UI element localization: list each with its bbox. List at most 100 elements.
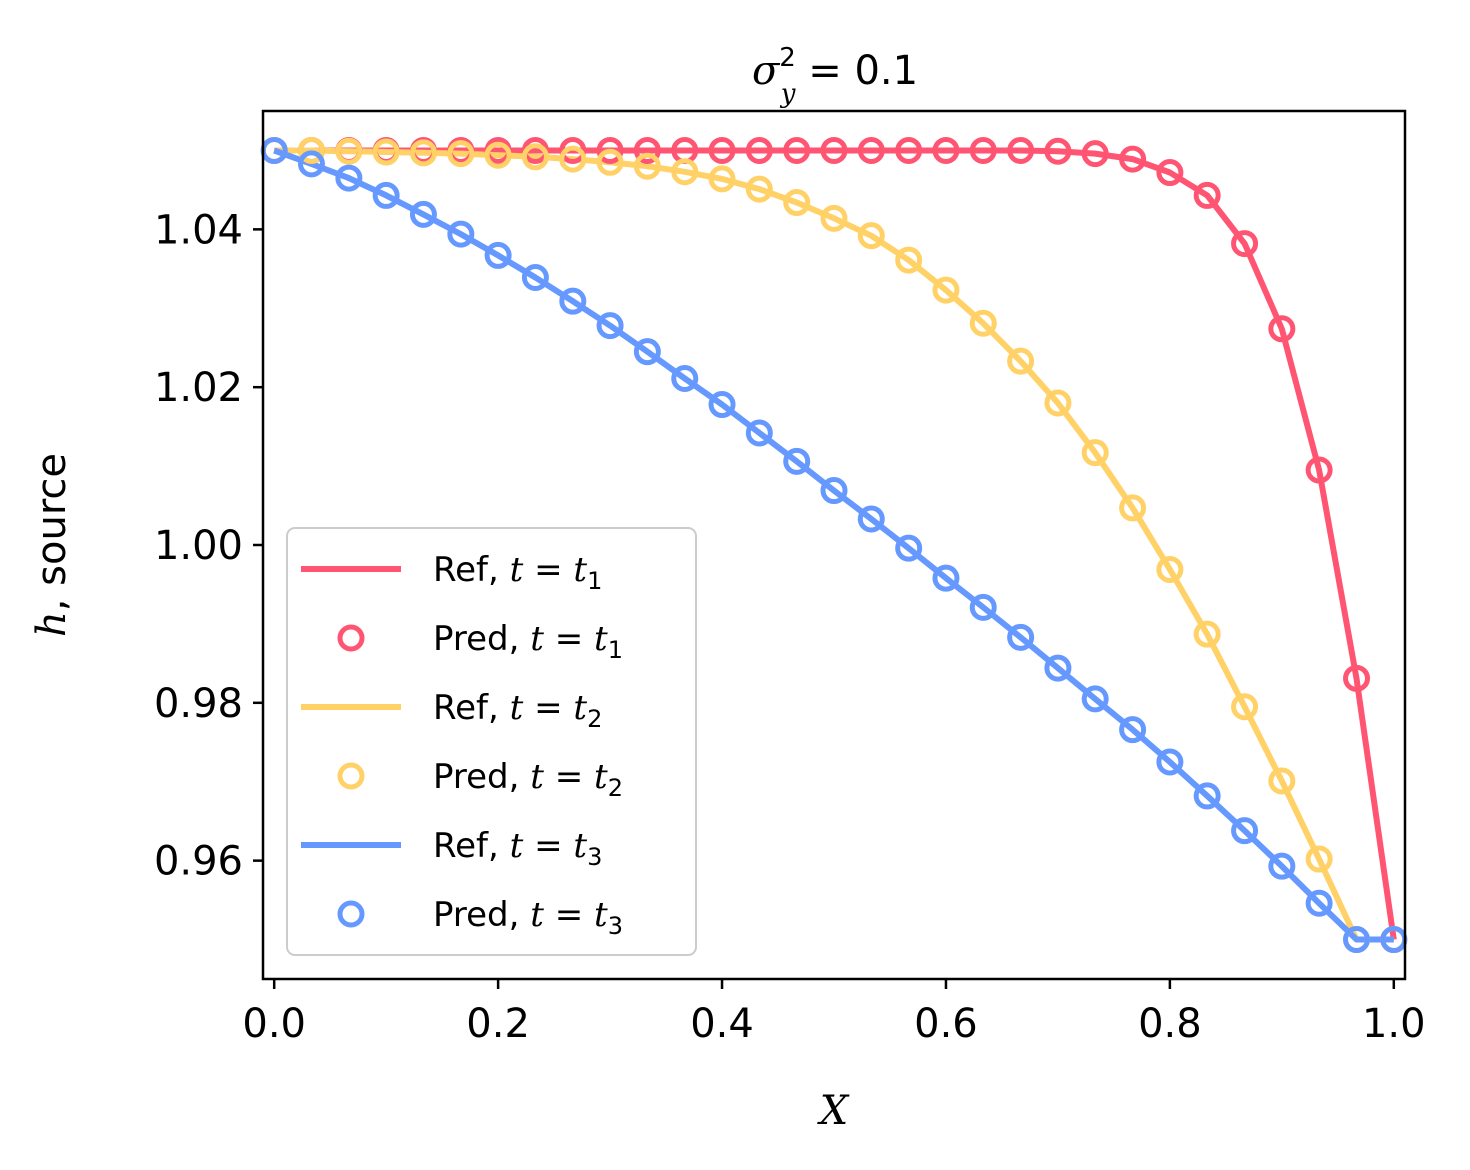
pred-marker-t2 <box>857 222 885 250</box>
legend-label: Ref, t = t1 <box>433 550 602 595</box>
pred-marker-t3 <box>1156 748 1184 776</box>
pred-marker-t2 <box>335 137 363 165</box>
pred-marker-t2 <box>559 145 587 173</box>
pred-marker-t1 <box>857 136 885 164</box>
legend-label: Pred, t = t3 <box>433 895 623 940</box>
pred-marker-t2 <box>820 204 848 232</box>
pred-marker-t1 <box>708 136 736 164</box>
pred-marker-t2 <box>969 309 997 337</box>
pred-marker-t3 <box>409 200 437 228</box>
pred-marker-t2 <box>633 152 661 180</box>
y-tick-label: 0.96 <box>154 839 243 885</box>
pred-marker-t3 <box>447 220 475 248</box>
y-tick-label: 1.02 <box>154 365 243 411</box>
pred-marker-t3 <box>820 477 848 505</box>
pred-marker-t1 <box>1007 136 1035 164</box>
series-layer <box>260 136 1408 954</box>
pred-marker-t3 <box>372 181 400 209</box>
pred-marker-t1 <box>596 136 624 164</box>
pred-marker-t2 <box>895 246 923 274</box>
x-tick-label: 1.0 <box>1362 1001 1426 1047</box>
pred-marker-t2 <box>1193 620 1221 648</box>
pred-marker-t3 <box>1305 889 1333 917</box>
pred-marker-t2 <box>745 175 773 203</box>
pred-marker-t3 <box>1268 852 1296 880</box>
pred-marker-t2 <box>1268 767 1296 795</box>
y-tick-label: 1.00 <box>154 523 243 569</box>
pred-marker-t1 <box>895 136 923 164</box>
pred-marker-t1 <box>783 136 811 164</box>
x-tick-label: 0.6 <box>914 1001 978 1047</box>
pred-marker-t2 <box>783 189 811 217</box>
pred-marker-t2 <box>409 139 437 167</box>
pred-marker-t2 <box>708 165 736 193</box>
legend-label: Pred, t = t2 <box>433 757 623 802</box>
legend-label: Ref, t = t3 <box>433 826 602 871</box>
pred-marker-t1 <box>932 136 960 164</box>
pred-marker-t1 <box>1231 230 1259 258</box>
x-tick-label: 0.2 <box>466 1001 530 1047</box>
x-axis-label: X <box>817 1088 850 1134</box>
legend-marker-t1 <box>337 624 365 652</box>
pred-marker-t2 <box>932 276 960 304</box>
pred-marker-t3 <box>745 419 773 447</box>
pred-marker-t3 <box>297 150 325 178</box>
x-tick-label: 0.0 <box>242 1001 306 1047</box>
pred-marker-t1 <box>1305 456 1333 484</box>
pred-marker-t1 <box>1044 137 1072 165</box>
ref-line-t3 <box>273 147 1394 943</box>
pred-marker-t2 <box>484 141 512 169</box>
pred-marker-t3 <box>1193 782 1221 810</box>
pred-marker-t3 <box>857 505 885 533</box>
y-tick-label: 1.04 <box>154 207 243 253</box>
y-tick-label: 0.98 <box>154 681 243 727</box>
y-axis-label: h, source <box>29 453 75 637</box>
pred-marker-t2 <box>372 138 400 166</box>
pred-marker-t1 <box>969 136 997 164</box>
pred-marker-t2 <box>447 140 475 168</box>
pred-marker-t1 <box>1193 181 1221 209</box>
pred-marker-t3 <box>1044 654 1072 682</box>
pred-marker-t3 <box>596 312 624 340</box>
legend: Ref, t = t1 Pred, t = t1 Ref, t = t2 Pred, … <box>286 527 697 956</box>
pred-marker-t3 <box>1231 817 1259 845</box>
pred-marker-t3 <box>559 287 587 315</box>
x-tick-label: 0.8 <box>1138 1001 1202 1047</box>
chart-title: σ2 y = 0.1 <box>752 43 918 109</box>
pred-marker-t2 <box>1007 347 1035 375</box>
pred-marker-t1 <box>1081 140 1109 168</box>
pred-marker-t1 <box>1156 159 1184 187</box>
pred-marker-t3 <box>633 338 661 366</box>
ref-line-t2 <box>274 147 1394 943</box>
pred-marker-t1 <box>820 136 848 164</box>
pred-marker-t2 <box>297 136 325 164</box>
pred-marker-t3 <box>708 391 736 419</box>
pred-marker-t3 <box>671 365 699 393</box>
legend-label: Ref, t = t2 <box>433 688 602 733</box>
pred-marker-t3 <box>932 564 960 592</box>
pred-marker-t2 <box>1305 845 1333 873</box>
pred-marker-t2 <box>1231 693 1259 721</box>
pred-marker-t3 <box>484 241 512 269</box>
y-axis: 0.96 0.98 1.00 1.02 1.04 <box>154 207 263 885</box>
legend-marker-t2 <box>337 762 365 790</box>
pred-marker-t1 <box>559 136 587 164</box>
pred-marker-t3 <box>895 534 923 562</box>
legend-entries: Ref, t = t1 Pred, t = t1 Ref, t = t2 Pred, … <box>301 550 623 940</box>
pred-marker-t3 <box>1119 716 1147 744</box>
pred-marker-t3 <box>521 263 549 291</box>
pred-marker-t1 <box>633 136 661 164</box>
pred-marker-t2 <box>1156 555 1184 583</box>
pred-marker-t3 <box>1081 685 1109 713</box>
pred-marker-t1 <box>745 136 773 164</box>
pred-marker-t3 <box>1343 926 1371 954</box>
pred-marker-t2 <box>671 158 699 186</box>
pred-marker-t2 <box>1119 494 1147 522</box>
pred-marker-t2 <box>596 148 624 176</box>
x-axis: 0.0 0.2 0.4 0.6 0.8 1.0 <box>242 979 1426 1047</box>
legend-marker-t3 <box>337 900 365 928</box>
pred-marker-t2 <box>1081 439 1109 467</box>
pred-marker-t3 <box>783 447 811 475</box>
legend-label: Pred, t = t1 <box>433 619 623 664</box>
